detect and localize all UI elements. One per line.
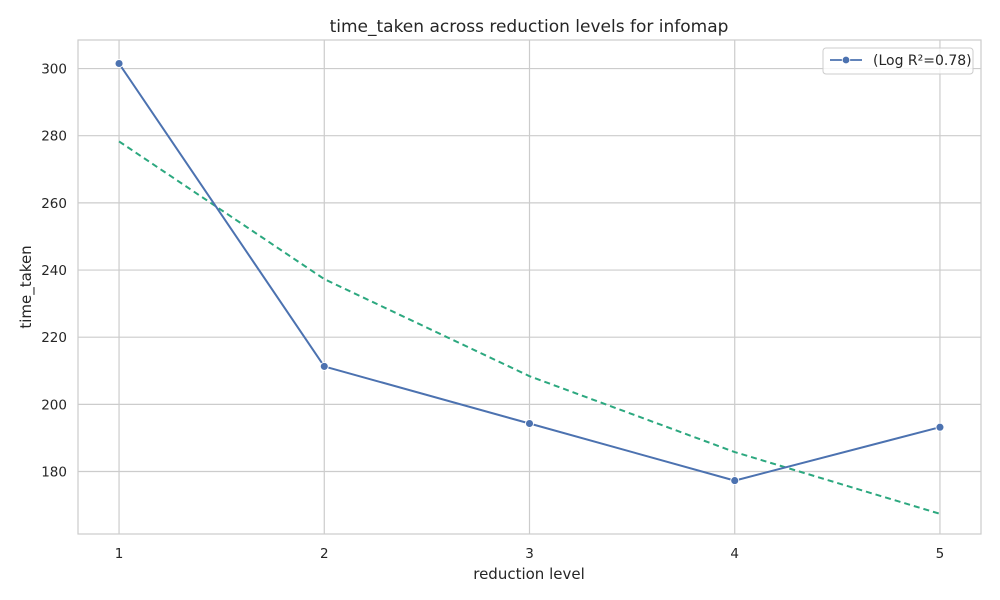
y-tick-label: 200: [41, 397, 67, 413]
x-tick-label: 2: [320, 546, 329, 562]
plot-frame: [77, 39, 982, 535]
trend-line-dashed: [118, 140, 941, 515]
y-tick-label: 260: [41, 196, 67, 212]
data-point: [319, 361, 329, 371]
data-point: [114, 59, 124, 68]
grid-lines: [78, 40, 981, 534]
data-point: [525, 419, 534, 428]
chart-title: time_taken across reduction levels for i…: [330, 17, 729, 37]
series-layer: [114, 59, 945, 515]
legend-label: (Log R²=0.78): [873, 53, 972, 69]
data-point: [730, 476, 740, 486]
x-tick-label: 4: [730, 546, 739, 562]
y-tick-label: 220: [41, 330, 67, 346]
x-tick-label: 5: [936, 546, 945, 562]
legend: (Log R²=0.78): [822, 47, 974, 75]
legend-marker-swatch: [841, 55, 851, 65]
x-axis-label: reduction level: [473, 565, 585, 583]
y-tick-label: 180: [41, 465, 67, 481]
x-tick-label: 3: [525, 546, 534, 562]
y-tick-label: 240: [41, 263, 67, 279]
x-tick-label: 1: [115, 546, 124, 562]
data-point: [935, 422, 945, 432]
y-tick-label: 280: [41, 129, 67, 145]
y-tick-label: 300: [41, 62, 67, 78]
legend-box: [822, 47, 974, 75]
y-axis-label: time_taken: [17, 245, 36, 328]
y-tick-labels: 180 200 220 240 260 280 300: [41, 62, 67, 481]
x-tick-labels: 1 2 3 4 5: [115, 546, 945, 562]
